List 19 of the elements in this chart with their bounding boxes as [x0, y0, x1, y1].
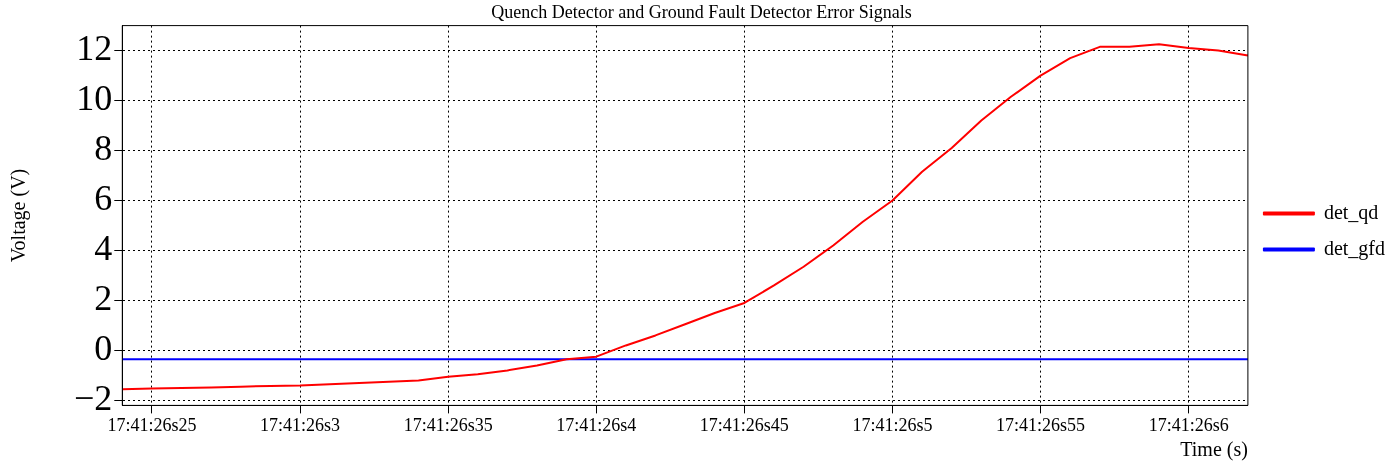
x-axis-title: Time (s) [1180, 438, 1248, 462]
x-tick-label: 17:41:26s3 [260, 414, 341, 435]
x-tick-label: 17:41:26s45 [699, 414, 789, 435]
y-tick-label: 12 [76, 28, 113, 69]
chart-title: Quench Detector and Ground Fault Detector Error Signals [491, 1, 912, 22]
y-tick-label: 2 [94, 277, 113, 318]
y-tick-label: 10 [76, 78, 113, 119]
x-tick-label: 17:41:26s5 [852, 414, 933, 435]
y-tick-label: 8 [94, 127, 113, 168]
y-tick-label: 0 [94, 327, 113, 368]
legend-label: det_qd [1323, 200, 1379, 224]
x-tick-label: 17:41:26s55 [996, 414, 1086, 435]
legend-label: det_gfd [1323, 236, 1385, 260]
x-tick-label: 17:41:26s4 [556, 414, 637, 435]
y-tick-label: 6 [94, 177, 113, 218]
y-tick-label: 4 [94, 227, 113, 268]
x-tick-label: 17:41:26s35 [403, 414, 493, 435]
x-tick-label: 17:41:26s6 [1148, 414, 1229, 435]
y-axis-title: Voltage (V) [7, 168, 31, 263]
